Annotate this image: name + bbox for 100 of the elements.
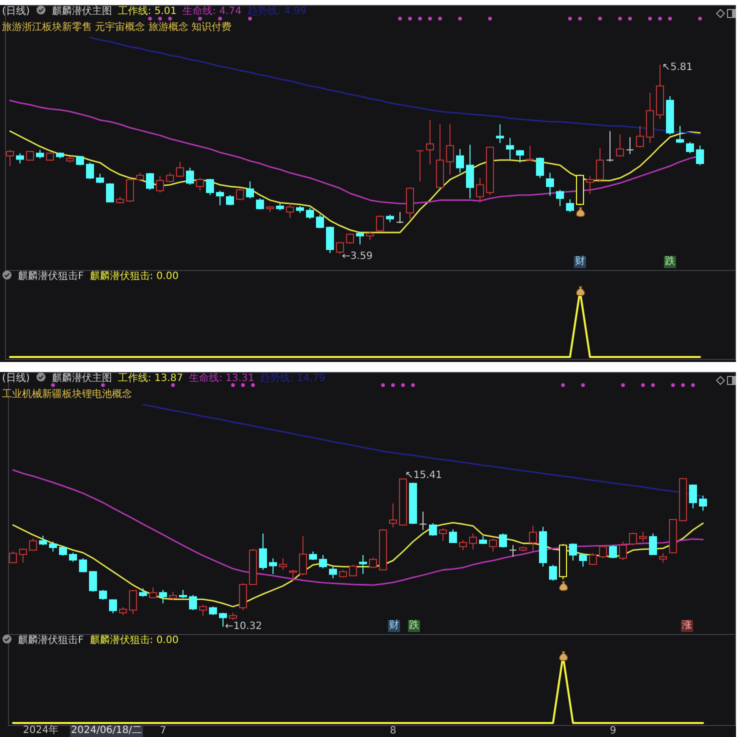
candlestick (329, 566, 337, 579)
candlestick (336, 242, 344, 254)
candlestick (326, 226, 334, 254)
candlestick (549, 564, 557, 582)
candlestick (26, 150, 34, 162)
candlestick (316, 214, 324, 229)
candlestick (489, 538, 497, 552)
candlestick (396, 212, 404, 224)
candlestick (176, 161, 184, 178)
chart-title: 麒麟潜伏狙击F (18, 271, 84, 282)
candlestick (446, 124, 454, 176)
candlestick (129, 589, 137, 615)
text: 趋势线: 14.79 (260, 373, 326, 384)
candlestick (289, 569, 297, 582)
text: 生命线: 4.74 (182, 6, 242, 17)
candlestick (546, 172, 554, 196)
candlestick (256, 198, 264, 210)
candlestick (356, 231, 364, 245)
candlestick (186, 167, 194, 186)
candlestick (189, 594, 197, 611)
candlestick (619, 541, 627, 560)
candlestick (536, 157, 544, 178)
candlestick (569, 542, 577, 562)
annotation: ↖5.81 (661, 62, 694, 74)
candlestick (426, 120, 434, 165)
candlestick (609, 544, 617, 559)
annotation: 财 (388, 620, 400, 632)
candlestick (376, 214, 384, 232)
annotation: ←3.59 (341, 251, 374, 263)
candlestick (596, 148, 604, 183)
candlestick (686, 142, 694, 154)
candlestick (676, 125, 684, 144)
candlestick (286, 203, 294, 219)
candlestick (566, 198, 574, 213)
candlestick (219, 612, 227, 628)
x-tick-label: 7 (160, 726, 166, 736)
candlestick (29, 538, 37, 552)
annotation: 麒麟潜伏主图 (52, 373, 112, 384)
text: 趋势线: 4.99 (247, 6, 306, 17)
candlestick (636, 125, 644, 148)
candlestick (496, 124, 504, 144)
candlestick (259, 532, 267, 570)
text: 工作线: 13.87 (118, 373, 183, 384)
candlestick (439, 528, 447, 542)
text: 生命线: 13.31 (189, 373, 254, 384)
annotation: ↖15.41 (404, 470, 444, 482)
candlestick (279, 558, 287, 570)
candlestick (466, 144, 474, 199)
candlestick (499, 532, 507, 548)
annotation: 涨 (681, 620, 693, 632)
candlestick (626, 136, 634, 155)
candlestick (449, 528, 457, 544)
candlestick (629, 532, 637, 546)
candlestick (429, 522, 437, 536)
chart-title: (日线) (2, 6, 30, 17)
candlestick (579, 552, 587, 568)
annotation: 跌 (664, 256, 676, 268)
candlestick (459, 540, 467, 551)
chart-title: 麒麟潜伏狙击F (18, 635, 84, 646)
candlestick (99, 589, 107, 600)
candlestick (69, 552, 77, 562)
candlestick (79, 558, 87, 573)
candlestick (199, 604, 207, 616)
candlestick (86, 162, 94, 180)
candlestick (306, 207, 314, 220)
candlestick (586, 176, 594, 195)
candlestick (649, 532, 657, 556)
text: 2024年 (22, 725, 60, 737)
candlestick (699, 495, 707, 512)
text: 麒麟潜伏狙击: 0.00 (90, 635, 179, 646)
candlestick (416, 150, 424, 182)
annotation: 跌 (408, 620, 420, 632)
candlestick (206, 178, 214, 196)
text: 工业机械新疆板块锂电池概念 (2, 389, 132, 400)
candlestick (299, 536, 307, 576)
candlestick (689, 484, 697, 509)
candlestick (146, 172, 154, 190)
candlestick (506, 137, 514, 160)
candlestick (526, 145, 534, 162)
candlestick (616, 134, 624, 158)
candlestick (516, 149, 524, 164)
candlestick (359, 554, 367, 574)
annotation: 麒麟潜伏主图 (52, 6, 112, 17)
candlestick (96, 173, 104, 184)
candlestick (469, 532, 477, 550)
candlestick (389, 502, 397, 528)
candlestick (126, 178, 134, 202)
text: 2024/06/18/二 (70, 725, 144, 737)
text: 麒麟潜伏狙击: 0.00 (90, 271, 179, 282)
chart-title: (日线) (2, 373, 30, 384)
candlestick (109, 598, 117, 614)
candlestick (49, 541, 57, 552)
text: 工作线: 5.01 (118, 6, 177, 17)
candlestick (196, 177, 204, 192)
candlestick (659, 552, 667, 564)
candlestick (419, 511, 427, 530)
candlestick (639, 531, 647, 542)
candlestick (556, 189, 564, 207)
candlestick (246, 180, 254, 199)
candlestick (39, 535, 47, 546)
